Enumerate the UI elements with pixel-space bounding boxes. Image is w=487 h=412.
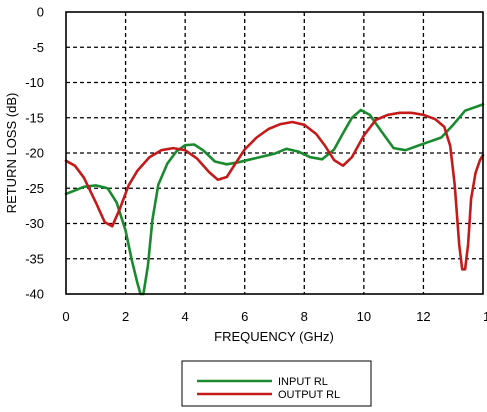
legend-label-output-rl: OUTPUT RL bbox=[278, 389, 340, 401]
y-tick-label: -35 bbox=[25, 251, 44, 266]
y-tick-labels: 0 -5 -10 -15 -20 -25 -30 -35 -40 bbox=[25, 5, 44, 302]
x-tick-labels: 0 2 4 6 8 10 12 14 bbox=[62, 309, 487, 324]
x-tick-label: 6 bbox=[241, 309, 248, 324]
y-tick-label: -5 bbox=[32, 40, 44, 55]
x-tick-label: 12 bbox=[416, 309, 430, 324]
y-tick-label: -15 bbox=[25, 110, 44, 125]
legend-box bbox=[182, 361, 371, 406]
x-tick-label: 2 bbox=[122, 309, 129, 324]
x-tick-label: 14 bbox=[483, 309, 487, 324]
y-tick-label: -10 bbox=[25, 75, 44, 90]
x-tick-label: 4 bbox=[182, 309, 189, 324]
x-axis-title: FREQUENCY (GHz) bbox=[214, 329, 334, 344]
x-tick-label: 8 bbox=[301, 309, 308, 324]
y-tick-label: -40 bbox=[25, 287, 44, 302]
x-tick-label: 0 bbox=[62, 309, 69, 324]
y-tick-label: -25 bbox=[25, 181, 44, 196]
y-axis-title: RETURN LOSS (dB) bbox=[4, 93, 19, 214]
series-line-input-rl bbox=[66, 104, 483, 294]
legend-label-input-rl: INPUT RL bbox=[278, 376, 328, 388]
y-tick-label: -30 bbox=[25, 216, 44, 231]
y-tick-label: -20 bbox=[25, 146, 44, 161]
series-group bbox=[66, 104, 483, 294]
y-tick-label: 0 bbox=[37, 5, 44, 20]
legend: INPUT RL OUTPUT RL bbox=[182, 361, 371, 406]
x-tick-label: 10 bbox=[357, 309, 371, 324]
